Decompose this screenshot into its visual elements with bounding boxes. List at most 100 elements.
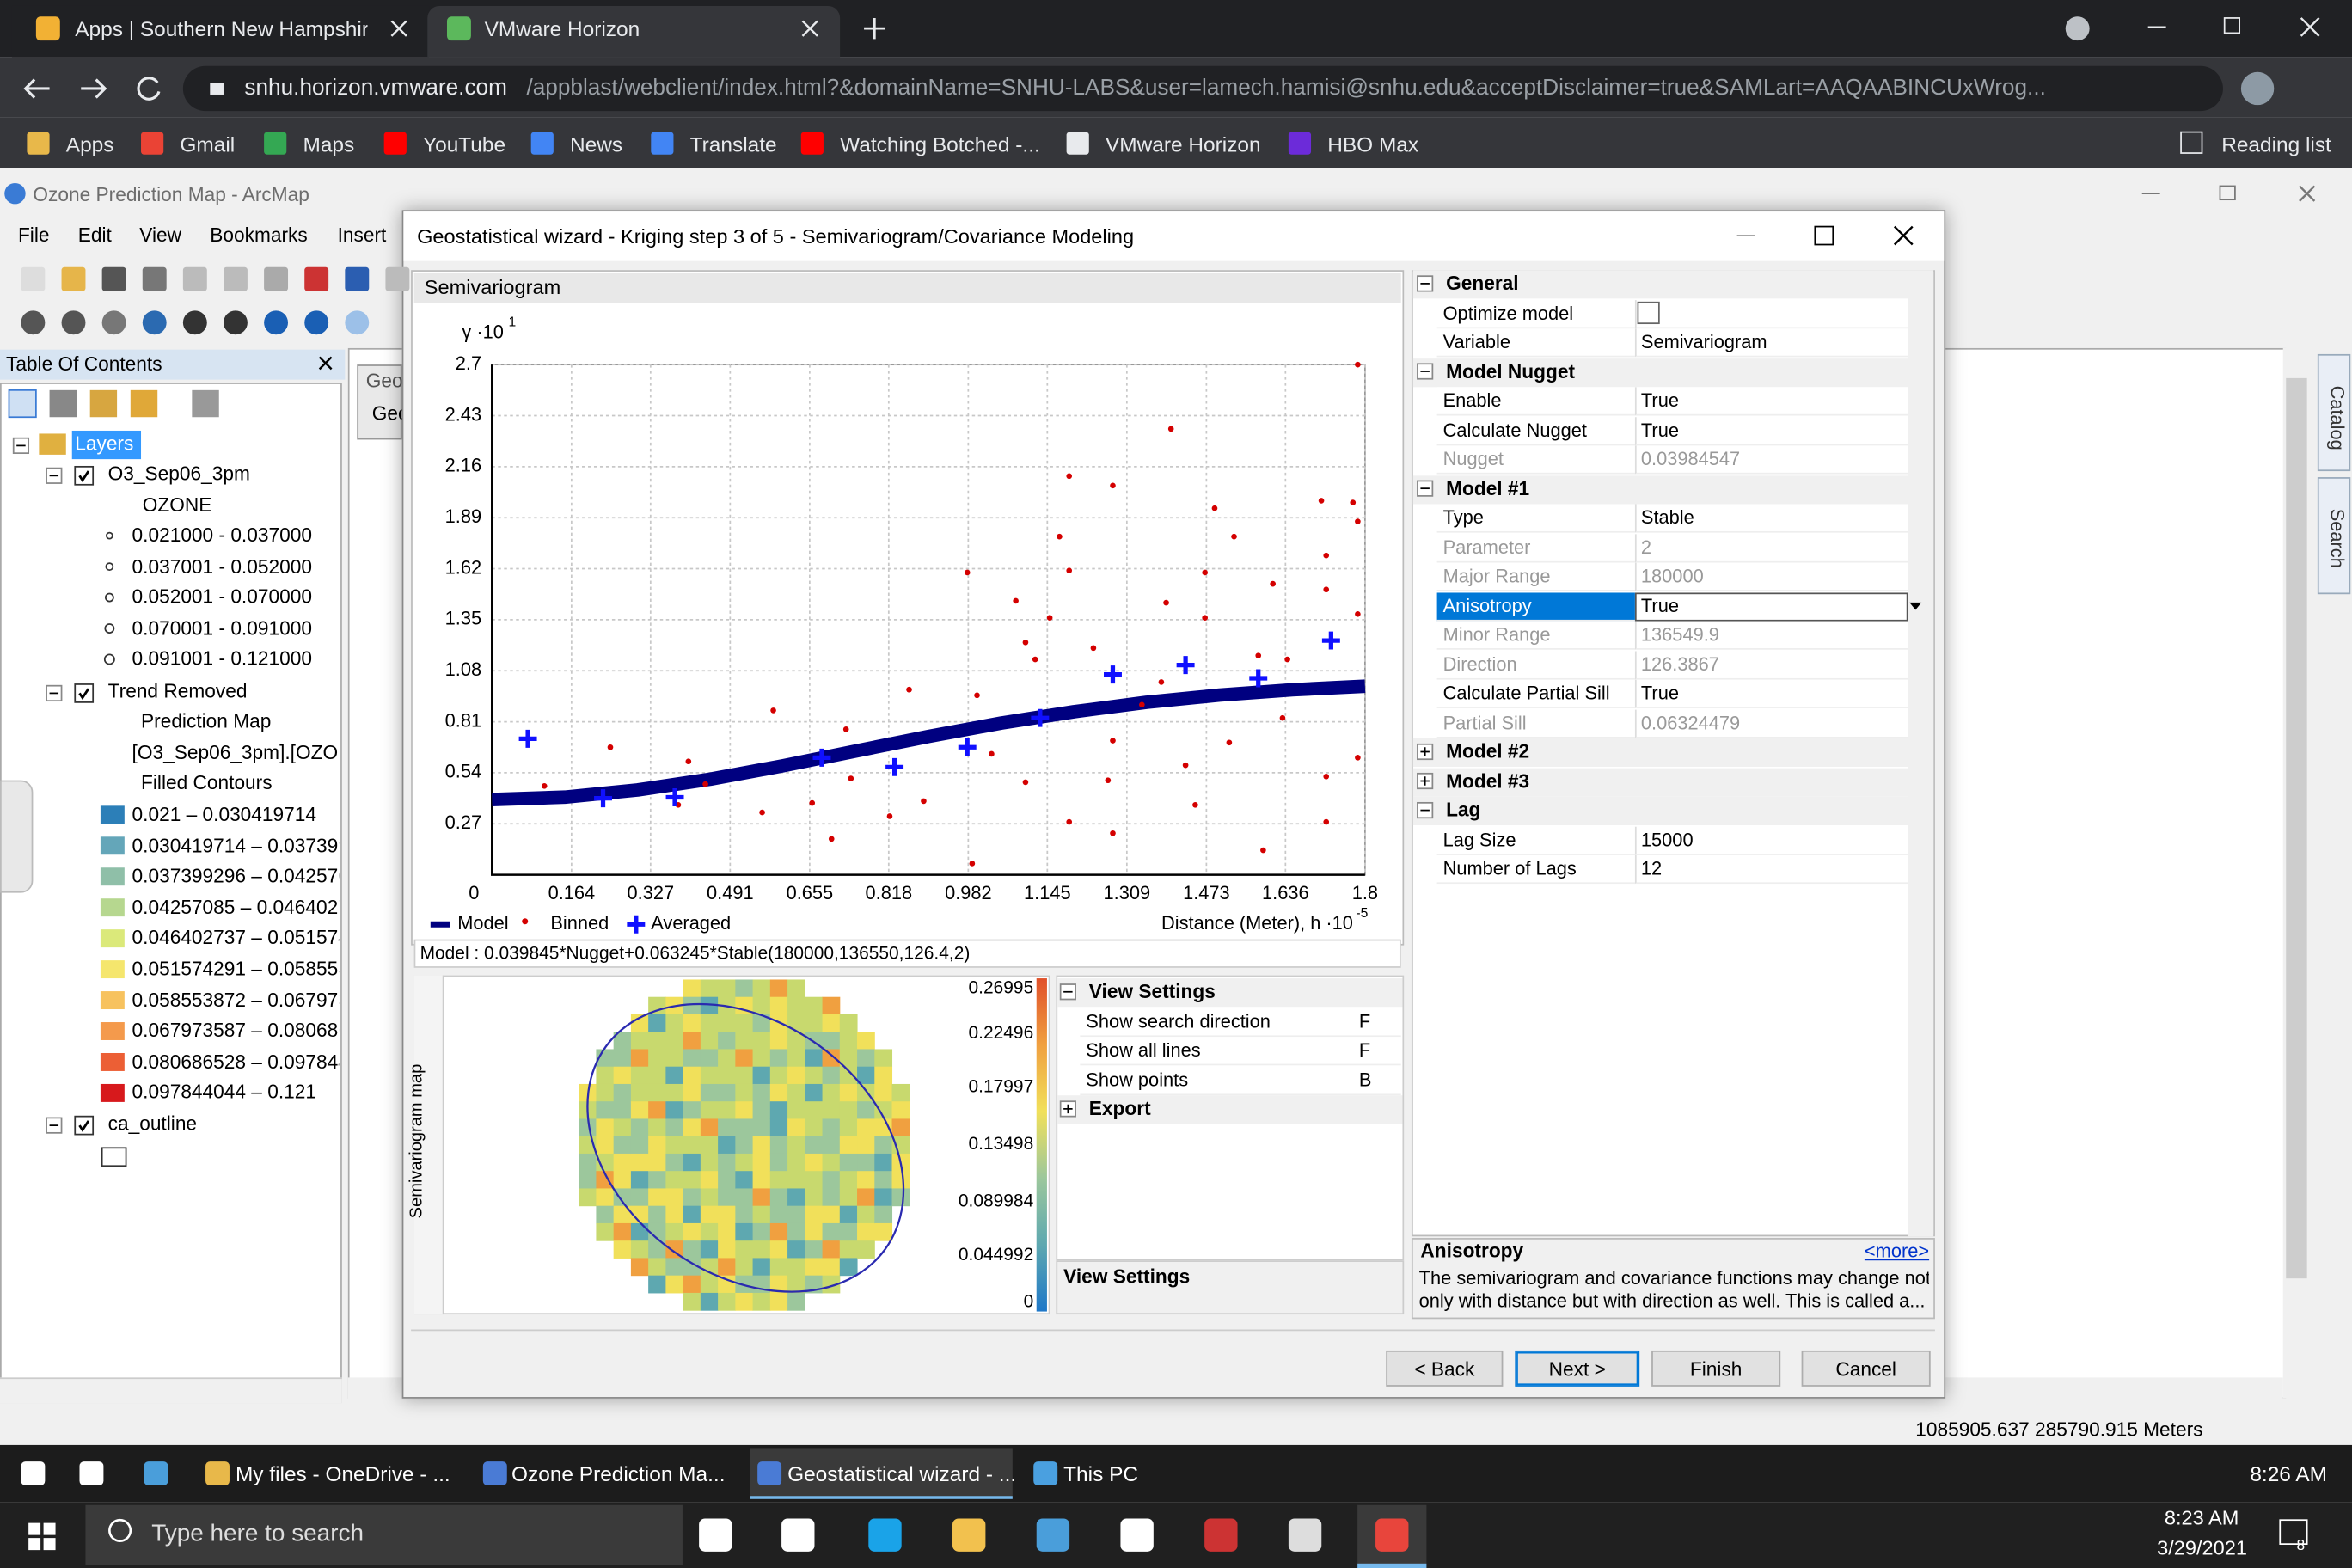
layer-name[interactable]: Trend Removed <box>107 679 248 702</box>
grid-value[interactable]: 0.03984547 <box>1640 448 1741 470</box>
taskbar-item[interactable]: Geostatistical wizard - ... <box>787 1461 1017 1486</box>
bookmark[interactable]: News <box>570 132 623 156</box>
grid-label[interactable]: Enable <box>1442 389 1502 412</box>
grid-value[interactable]: True <box>1640 595 1679 616</box>
grid-value[interactable]: 0.06324479 <box>1640 712 1741 733</box>
menu-item[interactable]: File <box>17 224 50 247</box>
layer-name[interactable]: O3_Sep06_3pm <box>107 462 250 485</box>
bookmark[interactable]: VMware Horizon <box>1105 132 1261 156</box>
remote-taskbar-active[interactable] <box>750 1448 1013 1499</box>
bookmark[interactable]: Apps <box>65 132 114 156</box>
grid-value[interactable]: 2 <box>1640 536 1652 558</box>
taskbar-item[interactable]: Ozone Prediction Ma... <box>511 1461 726 1486</box>
taskbar-icon <box>205 1461 230 1486</box>
grid-value[interactable]: True <box>1640 389 1679 412</box>
grid-label[interactable]: Major Range <box>1442 566 1551 587</box>
grid-section[interactable]: Export <box>1088 1096 1151 1120</box>
menu-item[interactable]: Bookmarks <box>210 224 308 247</box>
bookmark[interactable]: HBO Max <box>1327 132 1419 156</box>
grid-value[interactable]: Stable <box>1640 506 1694 529</box>
grid-label[interactable]: Type <box>1442 506 1484 529</box>
menu-item[interactable]: Edit <box>77 224 112 247</box>
button[interactable]: Finish <box>1651 1350 1781 1387</box>
reading-list[interactable]: Reading list <box>2221 132 2331 156</box>
button[interactable]: < Back <box>1386 1350 1504 1387</box>
grid-value-cell[interactable] <box>1634 387 1908 416</box>
grid-value-cell[interactable] <box>1634 533 1908 562</box>
button[interactable]: Next > <box>1515 1350 1640 1387</box>
address-bar[interactable] <box>182 65 2223 112</box>
taskbar-item[interactable]: My files - OneDrive - ... <box>235 1461 450 1486</box>
grid-value-cell[interactable] <box>1634 679 1908 708</box>
tab-active[interactable] <box>427 5 841 58</box>
grid-label[interactable]: Variable <box>1442 331 1511 353</box>
grid-value[interactable]: Semivariogram <box>1640 331 1767 353</box>
grid-value[interactable]: 126.3867 <box>1640 653 1719 675</box>
side-tab-label[interactable]: Geo <box>371 401 402 425</box>
grid-value-cell[interactable] <box>1634 445 1908 475</box>
grid-label[interactable]: Anisotropy <box>1442 595 1532 616</box>
grid-section[interactable]: Model #1 <box>1446 476 1530 499</box>
grid-label[interactable]: Number of Lags <box>1442 858 1577 879</box>
grid-value-cell[interactable] <box>1634 591 1908 621</box>
menu-item[interactable]: View <box>139 224 182 247</box>
grid-label[interactable]: Optimize model <box>1442 302 1574 324</box>
grid-value-cell[interactable] <box>1634 825 1908 855</box>
grid-value-cell[interactable] <box>1634 621 1908 650</box>
button[interactable]: Cancel <box>1801 1350 1931 1387</box>
grid-section[interactable]: Model #3 <box>1446 769 1530 792</box>
grid-label[interactable]: Nugget <box>1442 448 1504 470</box>
grid-label[interactable]: Calculate Nugget <box>1442 419 1587 441</box>
menu-item[interactable]: Insert <box>337 224 387 247</box>
grid-label[interactable]: Lag Size <box>1442 829 1516 850</box>
taskbar-item[interactable]: This PC <box>1063 1461 1139 1486</box>
grid-value[interactable]: True <box>1640 419 1679 441</box>
class-swatch <box>100 867 125 886</box>
grid-value-cell[interactable] <box>1634 299 1908 328</box>
grid-label[interactable]: Calculate Partial Sill <box>1442 683 1610 704</box>
grid-section[interactable]: Lag <box>1446 798 1481 821</box>
grid-section[interactable]: Model Nugget <box>1446 359 1576 383</box>
grid-value[interactable]: 136549.9 <box>1640 624 1719 646</box>
search-box[interactable] <box>85 1504 683 1565</box>
grid-value[interactable]: 15000 <box>1640 829 1694 850</box>
grid-label[interactable]: Parameter <box>1442 536 1531 558</box>
grid-value[interactable]: B <box>1358 1069 1372 1091</box>
tab-title[interactable]: Apps | Southern New Hampshire <box>75 16 368 41</box>
tab-title[interactable]: VMware Horizon <box>484 16 640 41</box>
more-link[interactable]: <more> <box>1864 1240 1930 1262</box>
bookmark[interactable]: YouTube <box>423 132 506 156</box>
grid-section[interactable]: Model #2 <box>1446 739 1530 763</box>
grid-value-cell[interactable] <box>1634 562 1908 591</box>
grid-value-cell[interactable] <box>1634 854 1908 885</box>
grid-section[interactable]: General <box>1446 271 1519 295</box>
legend-label: Averaged <box>651 912 731 934</box>
bookmark[interactable]: Translate <box>689 132 777 156</box>
search-placeholder[interactable]: Type here to search <box>151 1521 364 1547</box>
grid-value[interactable]: True <box>1640 683 1679 704</box>
grid-label[interactable]: Show all lines <box>1086 1039 1201 1062</box>
tab[interactable] <box>11 5 430 58</box>
grid-section[interactable]: View Settings <box>1088 979 1216 1002</box>
bookmark[interactable]: Maps <box>303 132 355 156</box>
bookmark[interactable]: Watching Botched -... <box>840 132 1040 156</box>
grid-label[interactable]: Show search direction <box>1086 1010 1271 1032</box>
grid-value-cell[interactable] <box>1634 650 1908 679</box>
bookmark[interactable]: Gmail <box>180 132 236 156</box>
grid-value[interactable]: 12 <box>1640 858 1663 879</box>
grid-value[interactable]: F <box>1358 1039 1371 1062</box>
grid-value-cell[interactable] <box>1634 504 1908 533</box>
side-tab-label[interactable]: Geo <box>365 369 402 392</box>
grid-label[interactable]: Partial Sill <box>1442 712 1527 733</box>
grid-label[interactable]: Minor Range <box>1442 624 1551 646</box>
grid-value[interactable]: 180000 <box>1640 566 1704 587</box>
grid-value-cell[interactable] <box>1634 416 1908 445</box>
grid-label[interactable]: Direction <box>1442 653 1517 675</box>
toc-root[interactable]: Layers <box>75 432 134 455</box>
grid-value-cell[interactable] <box>1634 328 1908 358</box>
grid-value[interactable]: F <box>1358 1010 1371 1032</box>
grid-value-cell[interactable] <box>1634 708 1908 738</box>
layer-name[interactable]: ca_outline <box>107 1112 198 1135</box>
grid-label[interactable]: Show points <box>1086 1069 1189 1091</box>
